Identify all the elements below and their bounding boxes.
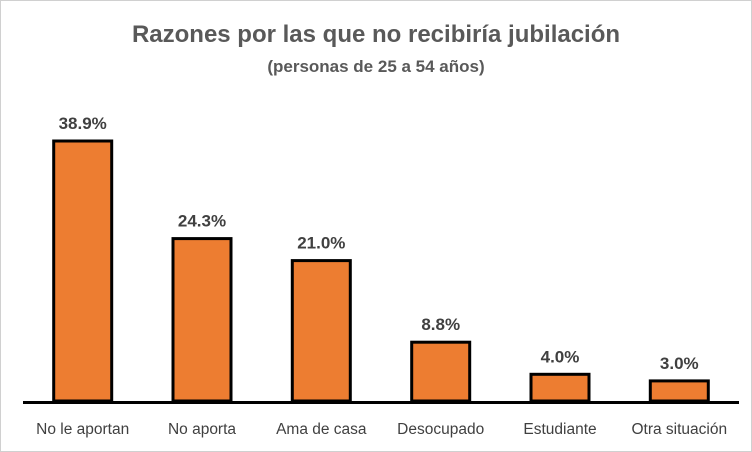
bar-0	[52, 139, 114, 403]
bar-1	[171, 237, 233, 403]
category-label-5: Otra situación	[631, 421, 727, 438]
category-label-2: Ama de casa	[276, 421, 367, 438]
data-label-1: 24.3%	[178, 212, 226, 231]
data-label-0: 38.9%	[59, 114, 107, 133]
data-label-2: 21.0%	[297, 234, 345, 253]
category-label-0: No le aportan	[36, 421, 129, 438]
data-label-5: 3.0%	[660, 354, 699, 373]
data-label-4: 4.0%	[541, 347, 580, 366]
bar-2	[290, 259, 352, 403]
bar-5	[648, 379, 710, 403]
category-label-4: Estudiante	[523, 421, 596, 438]
chart-title: Razones por las que no recibiría jubilac…	[131, 21, 621, 48]
category-label-3: Desocupado	[397, 421, 484, 438]
bar-4	[529, 372, 591, 403]
data-label-3: 8.8%	[421, 315, 460, 334]
chart-subtitle: (personas de 25 a 54 años)	[267, 57, 485, 76]
bar-3	[410, 340, 472, 403]
category-label-1: No aporta	[168, 421, 236, 438]
